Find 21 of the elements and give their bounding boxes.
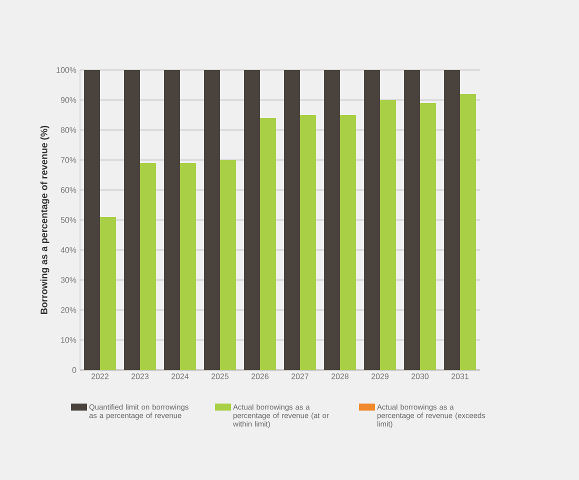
bar — [124, 70, 140, 370]
bar — [220, 160, 236, 370]
bar — [380, 100, 396, 370]
bar — [180, 162, 196, 370]
bar — [420, 102, 436, 370]
bar — [444, 70, 460, 370]
bar — [460, 94, 476, 370]
bar — [300, 114, 316, 370]
bar — [204, 70, 220, 370]
bar — [244, 70, 260, 370]
bar — [404, 70, 420, 370]
bar — [284, 70, 300, 370]
bar — [364, 70, 380, 370]
y-axis-title: Borrowing as a percentage of revenue (%) — [40, 126, 50, 314]
bar — [100, 217, 116, 370]
bar — [340, 114, 356, 370]
bar — [164, 70, 180, 370]
bar — [324, 70, 340, 370]
bar — [260, 118, 276, 370]
bar — [140, 162, 156, 370]
bar — [84, 70, 100, 370]
